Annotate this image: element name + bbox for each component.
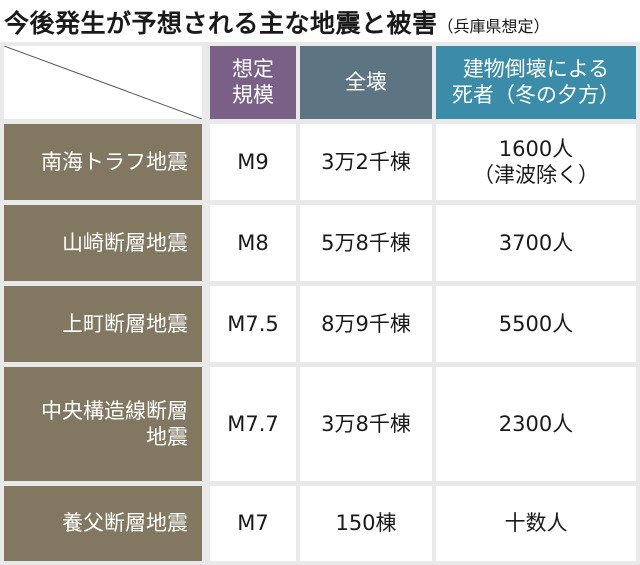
deaths-cell: 1600人 （津波除く）	[436, 124, 636, 200]
row-label-text: 南海トラフ地震	[41, 149, 188, 174]
destroyed-cell: 3万8千棟	[300, 367, 432, 481]
destroyed-cell: 5万8千棟	[300, 205, 432, 281]
destroyed-value: 5万8千棟	[321, 230, 411, 255]
deaths-cell: 十数人	[436, 486, 636, 561]
magnitude-value: M7.7	[227, 411, 279, 436]
row-label: 山崎断層地震	[4, 205, 202, 281]
row-label-text: 上町断層地震	[62, 311, 188, 336]
magnitude-cell: M9	[210, 124, 296, 200]
deaths-cell: 5500人	[436, 286, 636, 362]
row-label: 中央構造線断層 地震	[4, 367, 202, 481]
destroyed-cell: 3万2千棟	[300, 124, 432, 200]
destroyed-value: 3万2千棟	[321, 149, 411, 174]
header-scale-line1: 想定	[232, 57, 274, 82]
magnitude-value: M7	[237, 511, 269, 536]
magnitude-cell: M8	[210, 205, 296, 281]
deaths-note: （津波除く）	[473, 163, 599, 187]
magnitude-cell: M7.5	[210, 286, 296, 362]
deaths-value: 2300人	[498, 411, 574, 436]
row-label-text: 地震	[146, 425, 188, 449]
earthquake-damage-table: 想定 規模 全壊 建物倒壊による 死者（冬の夕方） 南海トラフ地震 M9 3万2…	[0, 42, 640, 565]
deaths-cell: 2300人	[436, 367, 636, 481]
header-destroyed-label: 全壊	[345, 69, 387, 94]
corner-diagonal	[4, 46, 202, 119]
header-deaths-line2: 死者（冬の夕方）	[452, 82, 620, 107]
deaths-value: 十数人	[504, 511, 568, 536]
magnitude-value: M7.5	[227, 311, 279, 336]
header-corner	[4, 46, 202, 119]
deaths-cell: 3700人	[436, 205, 636, 281]
title-source: （兵庫県想定）	[437, 17, 550, 36]
row-label-text: 中央構造線断層	[41, 398, 188, 423]
destroyed-value: 3万8千棟	[321, 411, 411, 436]
row-label: 養父断層地震	[4, 486, 202, 561]
row-label-text: 養父断層地震	[62, 511, 188, 536]
destroyed-cell: 150棟	[300, 486, 432, 561]
row-label-text: 山崎断層地震	[62, 230, 188, 255]
destroyed-value: 150棟	[335, 511, 397, 536]
deaths-value: 5500人	[498, 311, 574, 336]
magnitude-value: M8	[237, 230, 269, 255]
magnitude-value: M9	[237, 149, 269, 174]
deaths-value: 3700人	[498, 230, 574, 255]
header-deaths-line1: 建物倒壊による	[462, 57, 610, 82]
title-main: 今後発生が予想される主な地震と被害	[4, 9, 438, 38]
header-scale-line2: 規模	[232, 82, 274, 107]
destroyed-cell: 8万9千棟	[300, 286, 432, 362]
title-bar: 今後発生が予想される主な地震と被害（兵庫県想定）	[0, 0, 640, 44]
destroyed-value: 8万9千棟	[321, 311, 411, 336]
page-title: 今後発生が予想される主な地震と被害（兵庫県想定）	[4, 4, 550, 40]
magnitude-cell: M7.7	[210, 367, 296, 481]
header-deaths: 建物倒壊による 死者（冬の夕方）	[436, 46, 636, 119]
magnitude-cell: M7	[210, 486, 296, 561]
deaths-value: 1600人	[498, 136, 574, 161]
header-scale: 想定 規模	[210, 46, 296, 119]
header-destroyed: 全壊	[300, 46, 432, 119]
row-label: 上町断層地震	[4, 286, 202, 362]
row-label: 南海トラフ地震	[4, 124, 202, 200]
